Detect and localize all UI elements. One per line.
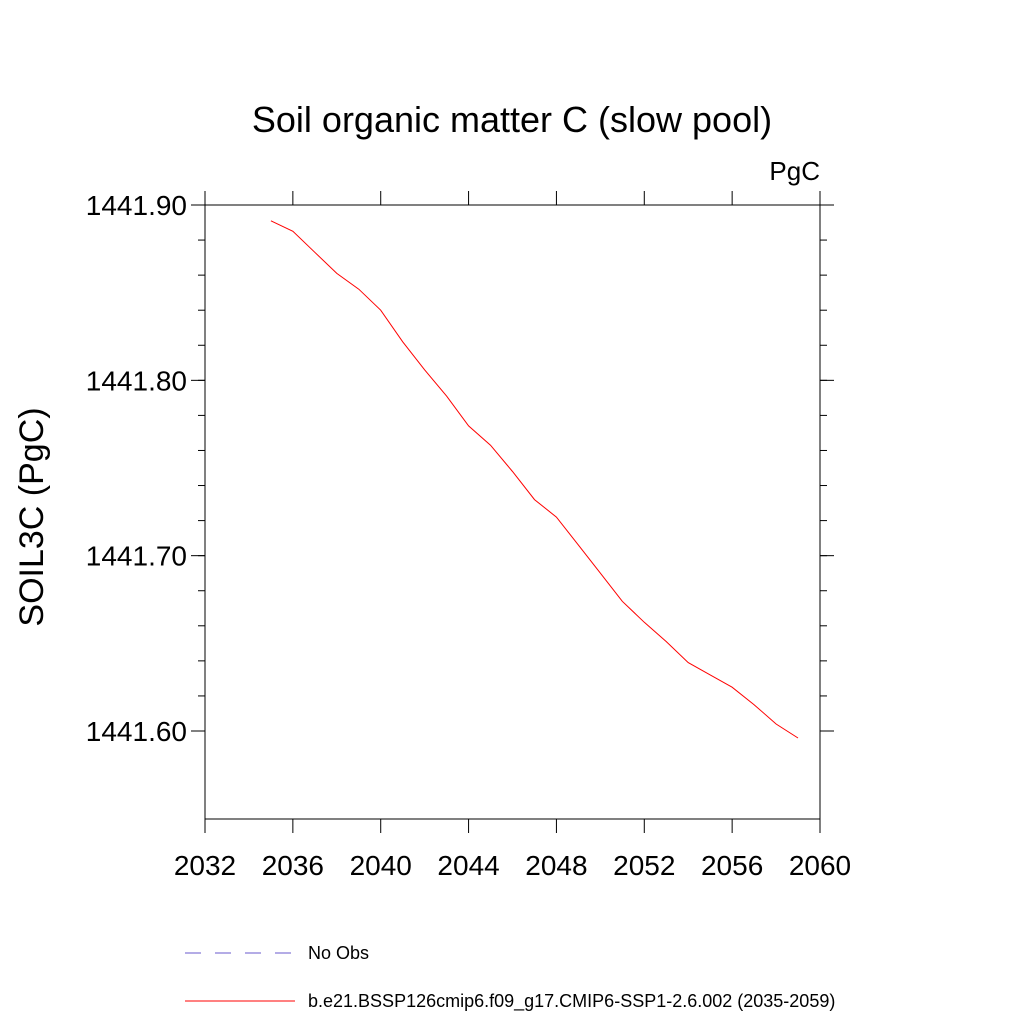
y-tick-label: 1441.60 <box>86 716 187 747</box>
units-label: PgC <box>769 156 820 186</box>
x-tick-label: 2044 <box>437 850 499 881</box>
plot-frame <box>204 204 821 820</box>
legend-label: b.e21.BSSP126cmip6.f09_g17.CMIP6-SSP1-2.… <box>308 991 835 1012</box>
series-line <box>270 220 799 739</box>
x-tick-label: 2052 <box>613 850 675 881</box>
x-tick-label: 2056 <box>701 850 763 881</box>
series-group <box>270 220 799 739</box>
y-tick-label: 1441.80 <box>86 365 187 396</box>
x-ticks: 2032 2036 2040 2044 2048 2052 2056 2060 <box>174 191 851 881</box>
x-tick-label: 2040 <box>350 850 412 881</box>
y-axis-label: SOIL3C (PgC) <box>13 407 51 626</box>
x-tick-label: 2048 <box>525 850 587 881</box>
x-tick-label: 2060 <box>789 850 851 881</box>
x-tick-label: 2032 <box>174 850 236 881</box>
y-tick-label: 1441.90 <box>86 190 187 221</box>
y-ticks: 1441.60 1441.70 1441.80 1441.90 <box>86 190 834 747</box>
chart-title: Soil organic matter C (slow pool) <box>252 99 772 140</box>
legend-label: No Obs <box>308 943 369 963</box>
x-tick-label: 2036 <box>262 850 324 881</box>
legend: No Obs b.e21.BSSP126cmip6.f09_g17.CMIP6-S… <box>185 943 835 1012</box>
y-tick-label: 1441.70 <box>86 541 187 572</box>
